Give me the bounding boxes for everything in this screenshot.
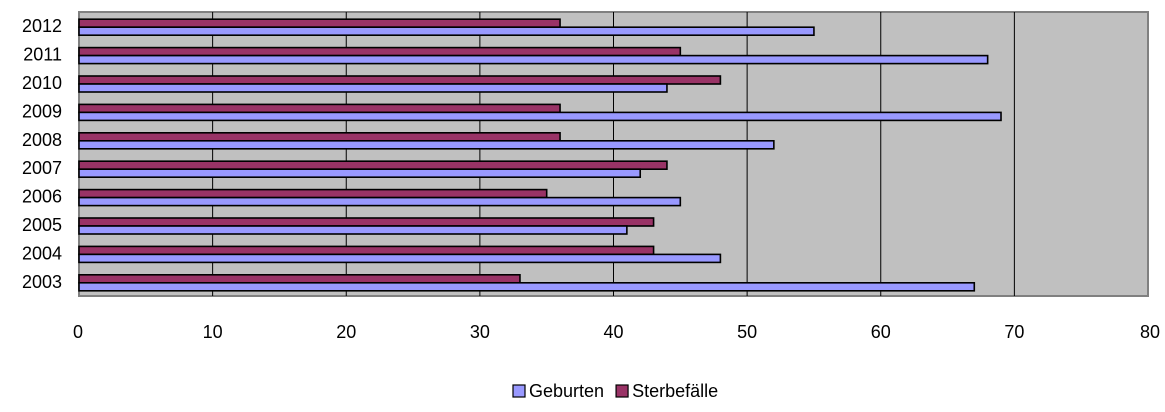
bar-sterbef-lle-2008 [78, 132, 561, 142]
bar-sterbef-lle-2011 [78, 46, 682, 57]
y-tick-label-2011: 2011 [23, 45, 62, 65]
bar-geburten-2004 [78, 253, 722, 264]
x-tick-label-30: 30 [470, 322, 490, 342]
bar-geburten-2008 [78, 140, 775, 150]
x-tick-label-0: 0 [73, 322, 83, 342]
legend-swatch-geburten [512, 384, 526, 398]
y-tick-label-2005: 2005 [22, 215, 62, 235]
y-tick-label-2004: 2004 [22, 243, 62, 263]
bar-geburten-2009 [78, 111, 1002, 122]
x-tick-label-80: 80 [1140, 322, 1160, 342]
y-tick-label-2007: 2007 [22, 158, 62, 178]
legend: Geburten Sterbefälle [512, 381, 718, 401]
bar-geburten-2010 [78, 83, 668, 93]
bar-sterbef-lle-2009 [78, 103, 561, 114]
x-tick-label-50: 50 [737, 322, 757, 342]
legend-label-sterbef-lle: Sterbefälle [632, 381, 718, 401]
bar-sterbef-lle-2003 [78, 273, 521, 284]
legend-label-geburten: Geburten [529, 381, 604, 401]
bar-geburten-2011 [78, 54, 989, 65]
bar-sterbef-lle-2005 [78, 217, 655, 227]
x-axis-tick-labels: 0 10 20 30 40 50 60 70 80 [73, 322, 1160, 342]
bar-geburten-2005 [78, 225, 628, 235]
y-tick-label-2010: 2010 [22, 73, 62, 93]
bar-sterbef-lle-2006 [78, 188, 548, 199]
y-tick-label-2008: 2008 [22, 130, 62, 150]
y-tick-label-2006: 2006 [22, 187, 62, 207]
x-tick-label-70: 70 [1004, 322, 1024, 342]
x-tick-label-40: 40 [603, 322, 623, 342]
bar-geburten-2012 [78, 26, 815, 37]
y-tick-label-2003: 2003 [22, 272, 62, 292]
x-tick-label-10: 10 [203, 322, 223, 342]
y-tick-label-2012: 2012 [22, 16, 62, 36]
bar-sterbef-lle-2004 [78, 245, 655, 256]
bar-geburten-2006 [78, 196, 682, 207]
y-axis-tick-labels: 2012 2011 2010 2009 2008 2007 2006 2005 2004 2003 [22, 16, 62, 292]
x-tick-label-20: 20 [336, 322, 356, 342]
bar-sterbef-lle-2007 [78, 160, 668, 170]
bar-sterbef-lle-2012 [78, 18, 561, 29]
bar-geburten-2007 [78, 168, 642, 178]
x-tick-label-60: 60 [871, 322, 891, 342]
bars [78, 18, 1002, 292]
y-tick-label-2009: 2009 [22, 101, 62, 121]
legend-swatch-sterbef-lle [615, 384, 629, 398]
bar-geburten-2003 [78, 281, 976, 292]
bar-sterbef-lle-2010 [78, 75, 722, 85]
